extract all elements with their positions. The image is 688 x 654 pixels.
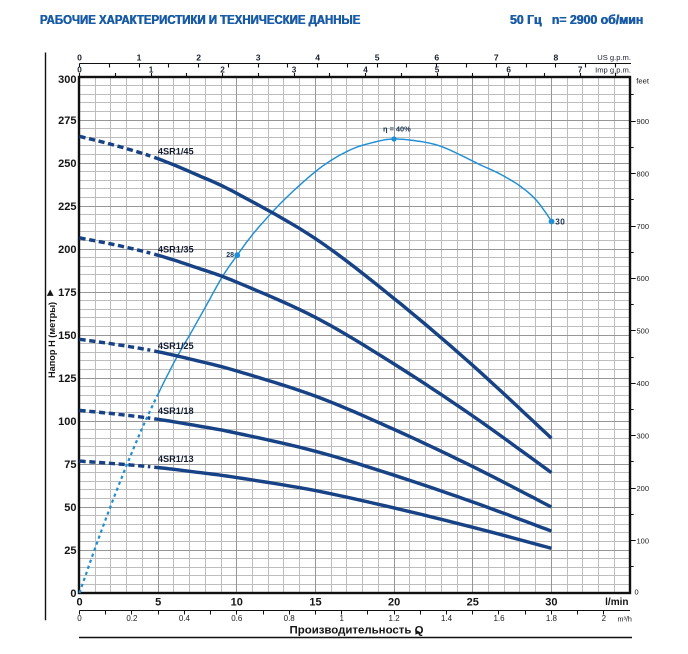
svg-text:800: 800: [637, 169, 650, 178]
svg-text:25: 25: [64, 545, 76, 557]
svg-text:0.2: 0.2: [126, 614, 138, 623]
svg-text:400: 400: [637, 379, 650, 388]
svg-text:30: 30: [555, 218, 565, 227]
svg-text:3: 3: [292, 65, 297, 74]
svg-text:50: 50: [64, 502, 76, 514]
svg-text:m³/h: m³/h: [618, 614, 632, 623]
svg-text:Напор H (метры): Напор H (метры): [47, 302, 57, 378]
svg-text:2: 2: [602, 614, 607, 623]
svg-text:100: 100: [58, 416, 76, 428]
svg-text:175: 175: [58, 287, 76, 299]
svg-text:4SR1/35: 4SR1/35: [158, 245, 194, 255]
svg-text:Imp g.p.m.: Imp g.p.m.: [595, 65, 631, 74]
svg-text:500: 500: [637, 327, 650, 336]
svg-text:600: 600: [637, 274, 650, 283]
svg-text:200: 200: [58, 244, 76, 256]
svg-text:700: 700: [637, 222, 650, 231]
svg-text:4SR1/18: 4SR1/18: [158, 406, 194, 416]
svg-text:8: 8: [554, 52, 559, 62]
svg-text:1.6: 1.6: [493, 614, 505, 623]
svg-text:0: 0: [70, 588, 76, 600]
svg-text:15: 15: [309, 597, 321, 609]
svg-text:30: 30: [545, 597, 557, 609]
svg-text:275: 275: [58, 115, 76, 127]
svg-text:0.8: 0.8: [284, 614, 296, 623]
svg-text:125: 125: [58, 373, 76, 385]
svg-text:3: 3: [256, 52, 261, 62]
svg-text:1.8: 1.8: [546, 614, 558, 623]
svg-text:300: 300: [58, 74, 76, 86]
svg-text:feet: feet: [636, 77, 650, 86]
svg-text:1.2: 1.2: [389, 614, 401, 623]
svg-text:US g.p.m.: US g.p.m.: [597, 53, 631, 62]
svg-text:0: 0: [635, 588, 639, 597]
svg-text:4: 4: [315, 52, 320, 62]
svg-text:η = 40%: η = 40%: [383, 125, 411, 134]
svg-text:2: 2: [220, 65, 225, 74]
svg-text:4SR1/25: 4SR1/25: [158, 341, 194, 351]
svg-text:20: 20: [388, 597, 400, 609]
svg-text:0.6: 0.6: [231, 614, 243, 623]
svg-text:25: 25: [467, 597, 479, 609]
svg-text:10: 10: [231, 597, 243, 609]
svg-text:5: 5: [375, 52, 380, 62]
svg-text:0: 0: [77, 65, 82, 74]
svg-text:4SR1/13: 4SR1/13: [158, 454, 194, 464]
svg-text:7: 7: [578, 65, 583, 74]
svg-text:2: 2: [196, 52, 201, 62]
svg-text:1.4: 1.4: [441, 614, 453, 623]
svg-text:225: 225: [58, 201, 76, 213]
svg-text:200: 200: [637, 484, 650, 493]
svg-text:7: 7: [494, 52, 499, 62]
svg-text:900: 900: [637, 117, 650, 126]
svg-text:250: 250: [58, 158, 76, 170]
svg-text:4SR1/45: 4SR1/45: [158, 147, 194, 157]
svg-text:75: 75: [64, 459, 76, 471]
svg-text:150: 150: [58, 330, 76, 342]
svg-text:1: 1: [149, 65, 154, 74]
svg-text:6: 6: [506, 65, 511, 74]
svg-text:1: 1: [339, 614, 344, 623]
svg-text:l/min: l/min: [605, 597, 628, 608]
svg-text:Производительность Q: Производительность Q: [290, 625, 424, 637]
svg-text:0: 0: [76, 597, 82, 609]
svg-text:28: 28: [226, 252, 234, 259]
svg-text:6: 6: [434, 52, 439, 62]
svg-text:5: 5: [435, 65, 440, 74]
svg-text:1: 1: [137, 52, 142, 62]
svg-text:0.4: 0.4: [179, 614, 191, 623]
svg-text:100: 100: [637, 536, 650, 545]
svg-text:4: 4: [363, 65, 368, 74]
svg-text:5: 5: [155, 597, 161, 609]
svg-text:300: 300: [637, 432, 650, 441]
svg-text:0: 0: [77, 614, 82, 623]
svg-text:0: 0: [77, 52, 82, 62]
